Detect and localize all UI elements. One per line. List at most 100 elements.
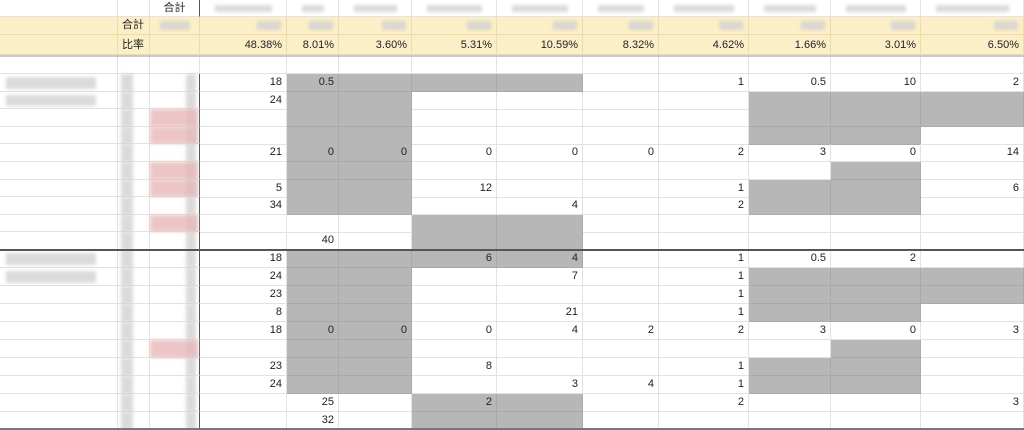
data-cell[interactable]: 0 xyxy=(287,144,339,163)
data-cell[interactable] xyxy=(339,109,412,128)
row-label-cell[interactable] xyxy=(0,286,118,304)
data-cell[interactable] xyxy=(200,126,287,145)
data-cell[interactable] xyxy=(287,268,339,286)
data-cell[interactable] xyxy=(287,179,339,198)
data-cell[interactable]: 24 xyxy=(200,268,287,286)
data-cell[interactable] xyxy=(287,91,339,110)
data-cell[interactable] xyxy=(659,340,749,358)
data-cell[interactable]: 0 xyxy=(412,144,497,163)
data-cell[interactable]: 1 xyxy=(659,304,749,322)
row-label-cell[interactable] xyxy=(0,0,118,17)
data-cell[interactable]: 7 xyxy=(497,268,583,286)
data-cell[interactable] xyxy=(287,197,339,216)
row-flag-cell[interactable] xyxy=(150,250,200,268)
data-cell[interactable] xyxy=(831,304,921,322)
row-flag-cell[interactable] xyxy=(150,268,200,286)
data-cell[interactable] xyxy=(339,394,412,412)
empty-cell[interactable] xyxy=(339,57,412,74)
data-cell[interactable] xyxy=(339,91,412,110)
data-cell[interactable]: 4 xyxy=(583,376,659,394)
data-cell[interactable] xyxy=(583,91,659,110)
data-cell[interactable] xyxy=(749,286,831,304)
row-code-cell[interactable] xyxy=(118,144,150,162)
data-cell[interactable]: 2 xyxy=(921,74,1024,92)
data-cell[interactable] xyxy=(659,214,749,233)
data-cell[interactable] xyxy=(412,304,497,322)
empty-cell[interactable] xyxy=(200,57,287,74)
data-cell[interactable]: 2 xyxy=(659,144,749,163)
row-code-cell[interactable] xyxy=(118,197,150,215)
summary-ratio-value[interactable]: 4.62% xyxy=(659,35,749,55)
summary-ratio-value[interactable]: 8.32% xyxy=(583,35,659,55)
data-cell[interactable]: 8 xyxy=(200,304,287,322)
row-flag-cell[interactable] xyxy=(150,304,200,322)
data-cell[interactable]: 3 xyxy=(749,322,831,340)
data-cell[interactable]: 4 xyxy=(497,197,583,216)
data-cell[interactable] xyxy=(583,250,659,268)
data-cell[interactable]: 2 xyxy=(659,394,749,412)
summary-ratio-value[interactable]: 3.01% xyxy=(831,35,921,55)
data-cell[interactable] xyxy=(749,162,831,180)
data-cell[interactable] xyxy=(921,109,1024,128)
row-label-cell[interactable] xyxy=(0,394,118,412)
data-cell[interactable] xyxy=(583,340,659,358)
data-cell[interactable] xyxy=(749,197,831,216)
data-cell[interactable] xyxy=(200,340,287,358)
data-cell[interactable] xyxy=(831,232,921,251)
data-cell[interactable]: 0 xyxy=(583,144,659,163)
data-cell[interactable]: 0 xyxy=(287,322,339,340)
data-cell[interactable] xyxy=(659,162,749,180)
column-header-cell[interactable] xyxy=(200,0,287,17)
row-label-cell[interactable] xyxy=(0,358,118,376)
row-code-cell[interactable] xyxy=(118,286,150,304)
row-code-cell[interactable] xyxy=(118,214,150,233)
data-cell[interactable] xyxy=(412,74,497,92)
data-cell[interactable] xyxy=(583,162,659,180)
row-code-cell[interactable] xyxy=(118,268,150,286)
row-code-cell[interactable] xyxy=(118,109,150,127)
row-label-cell[interactable] xyxy=(0,179,118,198)
row-code-cell[interactable] xyxy=(118,91,150,110)
data-cell[interactable] xyxy=(831,340,921,358)
row-code-cell[interactable] xyxy=(118,394,150,412)
row-code-cell[interactable] xyxy=(118,250,150,268)
data-cell[interactable] xyxy=(287,340,339,358)
data-cell[interactable] xyxy=(339,232,412,251)
empty-cell[interactable] xyxy=(583,57,659,74)
data-cell[interactable] xyxy=(339,162,412,180)
data-cell[interactable] xyxy=(583,232,659,251)
row-flag-cell[interactable] xyxy=(150,322,200,340)
summary-ratio-value[interactable]: 3.60% xyxy=(339,35,412,55)
data-cell[interactable] xyxy=(339,304,412,322)
data-cell[interactable]: 4 xyxy=(497,250,583,268)
data-cell[interactable] xyxy=(287,109,339,128)
data-cell[interactable] xyxy=(749,91,831,110)
data-cell[interactable] xyxy=(412,286,497,304)
summary-ratio-cell[interactable] xyxy=(150,35,200,55)
data-cell[interactable]: 2 xyxy=(831,250,921,268)
data-cell[interactable] xyxy=(921,376,1024,394)
data-cell[interactable]: 6 xyxy=(921,179,1024,198)
data-cell[interactable]: 1 xyxy=(659,250,749,268)
data-cell[interactable] xyxy=(921,197,1024,216)
row-code-cell[interactable] xyxy=(118,74,150,92)
data-cell[interactable] xyxy=(339,74,412,92)
data-cell[interactable]: 23 xyxy=(200,358,287,376)
row-label-cell[interactable] xyxy=(0,232,118,250)
row-code-cell[interactable] xyxy=(118,179,150,198)
column-header-cell[interactable] xyxy=(497,0,583,17)
data-cell[interactable] xyxy=(749,394,831,412)
column-header-cell[interactable] xyxy=(749,0,831,17)
data-cell[interactable]: 3 xyxy=(497,376,583,394)
column-header-cell[interactable] xyxy=(287,0,339,17)
data-cell[interactable] xyxy=(831,394,921,412)
data-cell[interactable] xyxy=(339,250,412,268)
data-cell[interactable]: 8 xyxy=(412,358,497,376)
data-cell[interactable] xyxy=(497,340,583,358)
data-cell[interactable] xyxy=(921,286,1024,304)
row-label-cell[interactable] xyxy=(0,74,118,92)
data-cell[interactable]: 21 xyxy=(497,304,583,322)
data-cell[interactable] xyxy=(287,376,339,394)
data-cell[interactable] xyxy=(921,126,1024,145)
data-cell[interactable] xyxy=(339,126,412,145)
